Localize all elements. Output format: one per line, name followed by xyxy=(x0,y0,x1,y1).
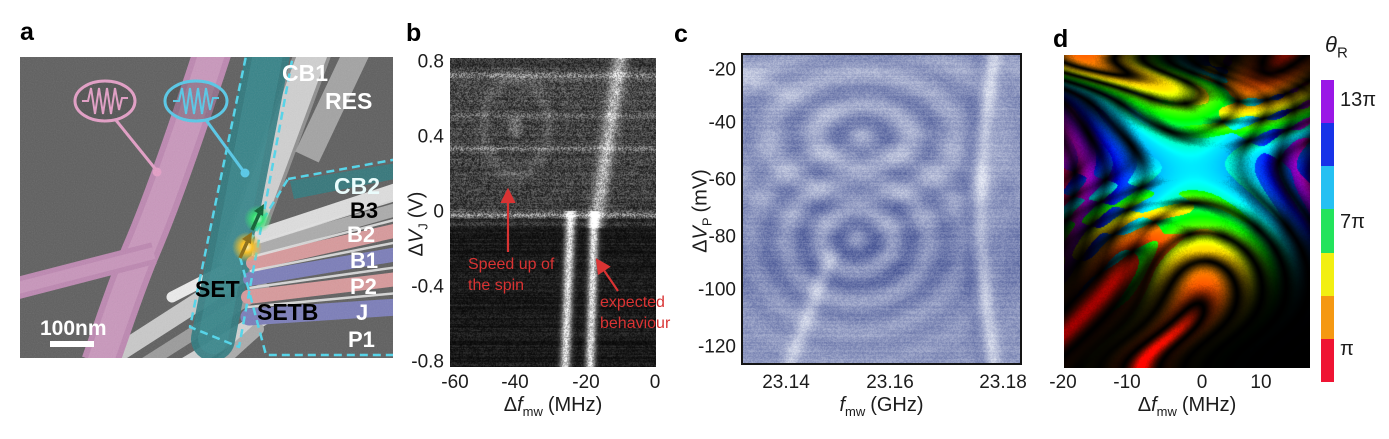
c-x-axis-label: fmw (GHz) xyxy=(839,394,924,419)
label-cb1: CB1 xyxy=(282,60,328,86)
b-x-tick: -20 xyxy=(572,372,600,393)
b-x-tick: 0 xyxy=(649,372,661,393)
c-y-tick: -100 xyxy=(697,279,736,301)
scale-bar xyxy=(50,341,94,347)
label-b2: B2 xyxy=(347,222,375,247)
c-x-tick: 23.18 xyxy=(979,372,1027,393)
colorbar-tick-7pi: 7π xyxy=(1340,211,1365,233)
b-y-tick: 0.4 xyxy=(417,126,444,148)
colorbar-tick-13pi: 13π xyxy=(1340,89,1377,111)
c-x-tick: 23.14 xyxy=(762,372,810,393)
label-set: SET xyxy=(195,276,240,302)
c-y-axis-label: ΔVP(mV) xyxy=(689,169,715,253)
colorbar-title: θR xyxy=(1325,32,1348,62)
colorbar-segment xyxy=(1321,295,1334,339)
colorbar-segment xyxy=(1321,166,1334,210)
colorbar-segment xyxy=(1321,123,1334,167)
b-y-tick: -0.8 xyxy=(411,351,444,373)
colorbar xyxy=(1321,80,1334,382)
c-y-tick: -80 xyxy=(708,226,736,248)
label-j: J xyxy=(356,300,368,325)
c-y-tick: -40 xyxy=(708,112,736,134)
colorbar-segment xyxy=(1321,338,1334,382)
b-y-tick: -0.4 xyxy=(411,276,444,298)
label-setb: SETB xyxy=(257,299,318,325)
panel-d-letter: d xyxy=(1053,25,1069,53)
annotation-speed-up: Speed up of the spin xyxy=(468,256,555,294)
b-x-tick: -40 xyxy=(501,372,529,393)
c-x-tick: 23.16 xyxy=(866,372,914,393)
colorbar-segment xyxy=(1321,80,1334,124)
panel-c-frame xyxy=(741,53,1022,365)
panel-d-heatmap xyxy=(1064,55,1310,368)
d-x-tick: 0 xyxy=(1196,372,1208,393)
label-p2: P2 xyxy=(350,274,377,299)
c-y-tick: -120 xyxy=(697,336,736,358)
colorbar-segment xyxy=(1321,252,1334,296)
panel-b-letter: b xyxy=(406,19,422,47)
colorbar-segment xyxy=(1321,209,1334,253)
panel-c-heatmap xyxy=(743,55,1020,363)
sem-grain-texture xyxy=(20,57,393,358)
scale-bar-label: 100nm xyxy=(40,317,107,340)
b-y-tick: 0 xyxy=(433,201,444,223)
label-cb2: CB2 xyxy=(334,173,380,199)
b-y-tick: 0.8 xyxy=(417,51,444,73)
d-x-axis-label: Δfmw (MHz) xyxy=(1137,394,1237,419)
b-x-tick: -60 xyxy=(441,372,469,393)
label-p1: P1 xyxy=(348,327,375,352)
d-x-tick: -10 xyxy=(1113,372,1141,393)
panel-a-letter: a xyxy=(20,18,34,46)
sem-device-image: CB1 RES CB2 B3 B2 B1 P2 J P1 SET SETB 10… xyxy=(20,57,393,358)
label-b1: B1 xyxy=(350,248,378,273)
b-x-axis-label: Δfmw (MHz) xyxy=(503,394,603,419)
d-x-tick: -20 xyxy=(1049,372,1077,393)
b-y-axis-label: ΔVJ(V) xyxy=(405,191,431,257)
c-y-tick: -20 xyxy=(708,59,736,81)
c-y-tick: -60 xyxy=(708,169,736,191)
annotation-expected: expected behaviour xyxy=(600,294,671,332)
label-b3: B3 xyxy=(350,198,378,223)
colorbar-tick-pi: π xyxy=(1340,338,1354,360)
panel-c-letter: c xyxy=(674,20,688,48)
label-res: RES xyxy=(325,88,372,114)
panel-b-heatmap xyxy=(450,58,656,367)
d-x-tick: 10 xyxy=(1250,372,1272,393)
